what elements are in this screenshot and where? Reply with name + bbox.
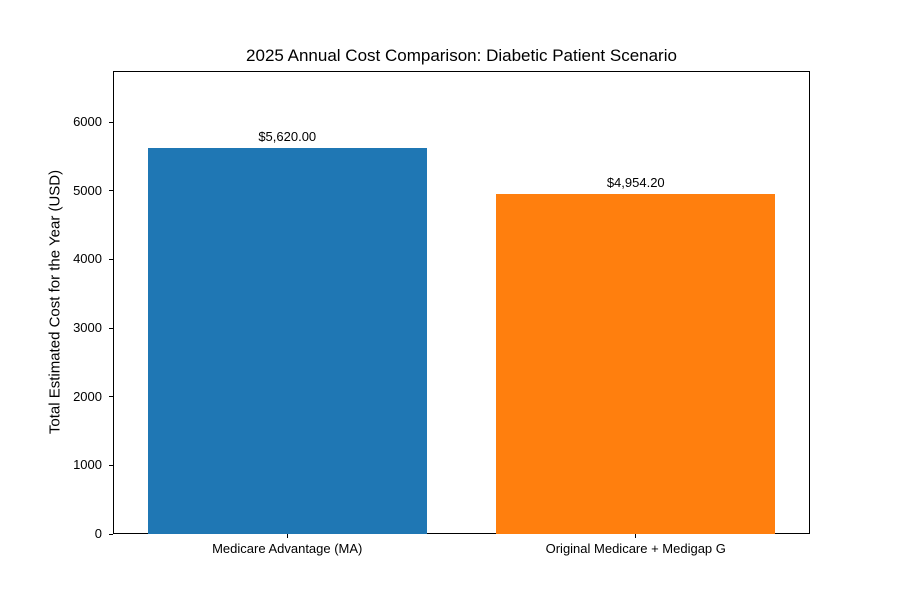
bar-1 bbox=[496, 193, 776, 534]
y-axis-tick-label-2: 2000 bbox=[73, 388, 102, 404]
bar-value-label-0: $5,620.00 bbox=[258, 129, 317, 145]
y-axis-tick-label-6: 6000 bbox=[73, 114, 102, 130]
x-axis-tick-label-1: Original Medicare + Medigap G bbox=[545, 541, 726, 556]
x-axis-tick-label-0: Medicare Advantage (MA) bbox=[212, 541, 363, 556]
y-axis-tick-4 bbox=[109, 258, 113, 260]
bar-value-label-1: $4,954.20 bbox=[606, 174, 665, 190]
bar-0 bbox=[147, 148, 427, 534]
y-axis-tick-label-4: 4000 bbox=[73, 251, 102, 267]
y-axis-tick-1 bbox=[109, 464, 113, 466]
y-axis-tick-label-5: 5000 bbox=[73, 182, 102, 198]
y-axis-tick-6 bbox=[109, 121, 113, 123]
y-axis-tick-0 bbox=[109, 533, 113, 535]
y-axis-tick-label-0: 0 bbox=[94, 526, 102, 541]
y-axis-tick-2 bbox=[109, 396, 113, 398]
x-axis-tick-0 bbox=[286, 534, 288, 538]
chart-title: 2025 Annual Cost Comparison: Diabetic Pa… bbox=[246, 46, 677, 65]
y-axis-tick-label-3: 3000 bbox=[73, 320, 102, 336]
x-axis-tick-1 bbox=[635, 534, 637, 538]
y-axis-tick-5 bbox=[109, 190, 113, 192]
y-axis-tick-label-1: 1000 bbox=[73, 457, 102, 473]
y-axis-tick-3 bbox=[109, 327, 113, 329]
